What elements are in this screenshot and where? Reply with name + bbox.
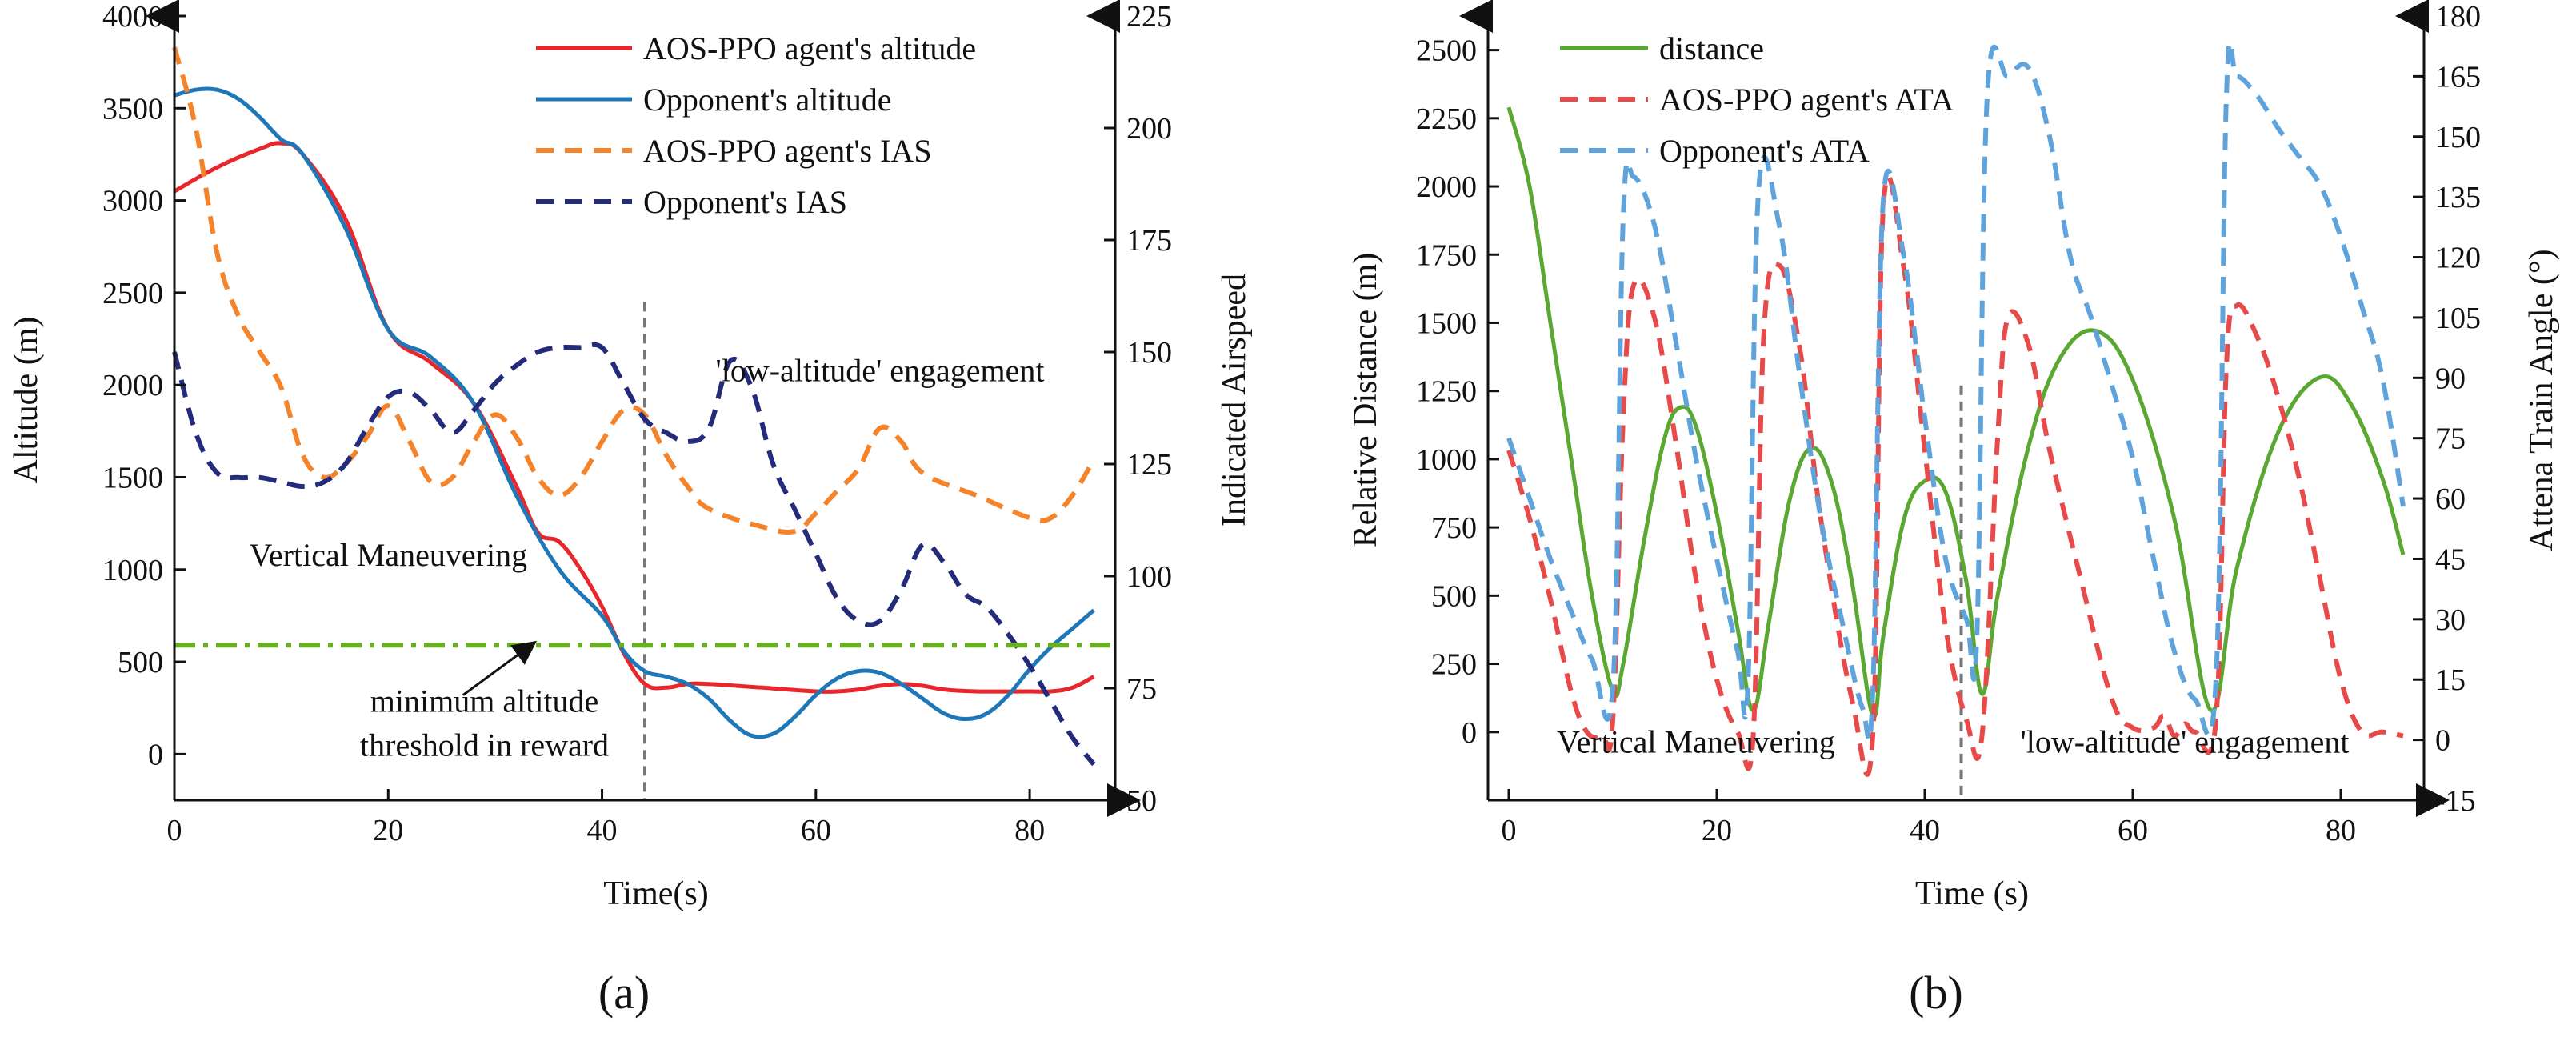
panel-a-series-group xyxy=(172,46,1115,800)
panel-a-label: (a) xyxy=(598,967,650,1019)
panel-b-y2label: Attena Train Angle (°) xyxy=(2523,249,2560,551)
y-tick-label: 0 xyxy=(1462,716,1477,750)
chart-annotation: Vertical Maneuvering xyxy=(1557,723,1835,759)
y2-tick-label: 60 xyxy=(2435,482,2466,516)
y2-tick-label: 225 xyxy=(1126,0,1172,34)
y2-tick-label: 75 xyxy=(1126,672,1157,706)
legend-label: Opponent's IAS xyxy=(643,184,847,220)
y2-tick-label: 200 xyxy=(1126,112,1172,146)
y-tick-label: 250 xyxy=(1431,648,1477,682)
panel-a-y2label: Indicated Airspeed xyxy=(1216,274,1253,527)
y-tick-label: 1500 xyxy=(102,461,163,494)
legend-label: AOS-PPO agent's IAS xyxy=(643,133,932,169)
y-tick-label: 3000 xyxy=(102,185,163,218)
y2-tick-label: -15 xyxy=(2435,784,2476,818)
y2-tick-label: 15 xyxy=(2435,663,2466,697)
panel-a-legend: AOS-PPO agent's altitude Opponent's altit… xyxy=(536,30,976,220)
y-tick-label: 1250 xyxy=(1416,375,1477,409)
panel-a-ylabel: Altitude (m) xyxy=(8,317,45,484)
chart-annotation: 'low-altitude' engagement xyxy=(716,353,1045,389)
x-tick-label: 0 xyxy=(167,814,182,847)
series-line-distance xyxy=(1506,106,2406,719)
y-tick-label: 2500 xyxy=(102,277,163,310)
x-tick-label: 20 xyxy=(1702,814,1732,847)
x-tick-label: 40 xyxy=(587,814,618,847)
y-tick-label: 2000 xyxy=(102,369,163,402)
y-tick-label: 750 xyxy=(1431,511,1477,545)
y2-tick-label: 165 xyxy=(2435,60,2481,94)
chart-annotation: minimum altitude xyxy=(370,683,599,719)
legend-label: AOS-PPO agent's ATA xyxy=(1659,82,1954,118)
y-tick-label: 2500 xyxy=(1416,34,1477,68)
y2-tick-label: 150 xyxy=(1126,336,1172,370)
chart-annotation: threshold in reward xyxy=(360,727,609,763)
x-tick-label: 60 xyxy=(2118,814,2148,847)
panel-a-xlabel: Time(s) xyxy=(603,875,708,912)
y2-tick-label: 175 xyxy=(1126,224,1172,258)
y2-tick-label: 135 xyxy=(2435,181,2481,214)
y-tick-label: 0 xyxy=(148,738,163,771)
x-tick-label: 0 xyxy=(1502,814,1517,847)
x-tick-label: 40 xyxy=(1910,814,1940,847)
x-tick-label: 20 xyxy=(373,814,403,847)
legend-label: Opponent's altitude xyxy=(643,82,892,118)
y2-tick-label: 150 xyxy=(2435,121,2481,154)
panel-b-chart: 0 20 40 60 800250500750100012501500175020002… xyxy=(1347,0,2560,1019)
x-tick-label: 80 xyxy=(1014,814,1045,847)
y-tick-label: 3500 xyxy=(102,92,163,126)
y-tick-label: 500 xyxy=(118,646,163,679)
panel-b-label: (b) xyxy=(1909,967,1963,1019)
y-tick-label: 1750 xyxy=(1416,238,1477,272)
y-tick-label: 2000 xyxy=(1416,170,1477,204)
y2-tick-label: 50 xyxy=(1126,784,1157,818)
y2-tick-label: 125 xyxy=(1126,448,1172,482)
y2-tick-label: 180 xyxy=(2435,0,2481,34)
x-tick-label: 80 xyxy=(2326,814,2356,847)
y-tick-label: 1500 xyxy=(1416,306,1477,340)
y2-tick-label: 0 xyxy=(2435,724,2450,758)
legend-label: AOS-PPO agent's altitude xyxy=(643,30,976,66)
panel-b-legend: distance AOS-PPO agent's ATA Opponent's AT… xyxy=(1560,30,1954,169)
y-tick-label: 4000 xyxy=(102,0,163,34)
y-tick-label: 1000 xyxy=(1416,443,1477,477)
y2-tick-label: 30 xyxy=(2435,603,2466,637)
series-line-aos-ppo-agent-s-altitude xyxy=(173,141,1095,694)
y-tick-label: 500 xyxy=(1431,579,1477,613)
y2-tick-label: 45 xyxy=(2435,543,2466,576)
chart-annotation: 'low-altitude' engagement xyxy=(2021,723,2350,759)
series-line-opponent-s-ias xyxy=(172,342,1096,767)
x-tick-label: 60 xyxy=(801,814,831,847)
y2-tick-label: 105 xyxy=(2435,302,2481,335)
y2-tick-label: 90 xyxy=(2435,362,2466,395)
series-line-opponent-s-altitude xyxy=(174,86,1095,739)
panel-b-ylabel: Relative Distance (m) xyxy=(1347,253,1384,548)
legend-label: distance xyxy=(1659,30,1764,66)
y2-tick-label: 100 xyxy=(1126,560,1172,594)
panel-b-series-group xyxy=(1506,39,2406,800)
legend-label: Opponent's ATA xyxy=(1659,133,1870,169)
series-line-aos-ppo-agent-s-ata xyxy=(1506,174,2404,777)
y2-tick-label: 120 xyxy=(2435,242,2481,275)
series-line-aos-ppo-agent-s-ias xyxy=(172,46,1096,535)
panel-b-xlabel: Time (s) xyxy=(1915,875,2029,912)
y-tick-label: 2250 xyxy=(1416,102,1477,136)
chart-annotation: Vertical Maneuvering xyxy=(249,537,527,573)
panel-a-chart: 0 20 40 60 80 0 500 1000 1500 2000 2500 3000 3500 400… xyxy=(8,0,1253,1019)
series-line-opponent-s-ata xyxy=(1506,39,2406,743)
y-tick-label: 1000 xyxy=(102,554,163,587)
y2-tick-label: 75 xyxy=(2435,422,2466,456)
threshold-pointer-arrow xyxy=(462,640,538,696)
